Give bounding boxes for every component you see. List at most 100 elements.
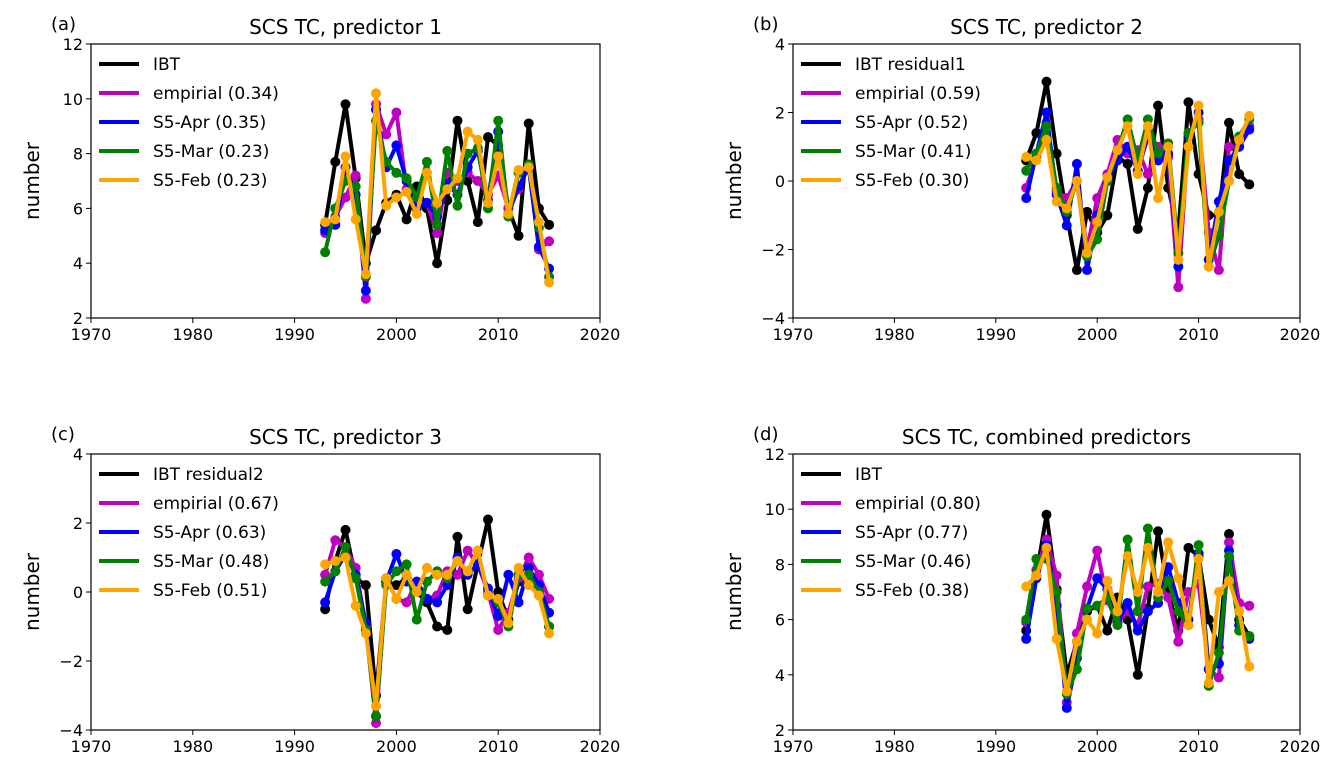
data-point [350, 170, 361, 181]
data-point [503, 208, 514, 219]
data-point [1051, 633, 1062, 644]
data-point [1021, 165, 1032, 176]
data-point [1112, 620, 1123, 631]
x-tick-label: 1980 [172, 737, 213, 756]
chart-title: SCS TC, combined predictors [902, 425, 1191, 449]
y-tick-label: 4 [73, 254, 83, 273]
data-point [1244, 600, 1255, 611]
data-point [1193, 540, 1204, 551]
data-point [391, 566, 402, 577]
y-axis-label: number [722, 141, 746, 220]
data-point [1112, 145, 1123, 156]
data-point [544, 219, 555, 230]
data-point [1224, 141, 1235, 152]
data-point [1031, 553, 1042, 564]
data-point [472, 176, 483, 186]
data-point [1142, 121, 1153, 132]
plot-frame [792, 453, 1301, 731]
data-point [1244, 179, 1255, 190]
data-point [360, 293, 371, 304]
data-point [483, 590, 494, 601]
x-tick-label: 1970 [773, 325, 814, 344]
data-point [391, 192, 402, 203]
data-point [330, 566, 341, 577]
x-tick-label: 2000 [1077, 737, 1118, 756]
y-axis-label: number [20, 552, 44, 631]
data-point [1092, 628, 1103, 639]
data-point [1082, 581, 1093, 592]
x-tick-label: 2010 [1178, 737, 1219, 756]
data-point [462, 126, 473, 137]
data-point [371, 718, 382, 729]
data-point [442, 580, 453, 591]
y-tick-label: 2 [73, 514, 83, 533]
y-tick-label: −4 [761, 309, 785, 328]
legend-label: S5-Mar (0.46) [855, 552, 971, 572]
legend-label: empirial (0.80) [855, 494, 981, 514]
data-point [1234, 169, 1245, 180]
data-point [371, 700, 382, 711]
x-tick-label: 1990 [975, 737, 1016, 756]
data-point [1051, 196, 1062, 207]
data-point [432, 597, 443, 608]
x-tick-label: 1970 [71, 737, 112, 756]
data-point [401, 186, 412, 197]
y-axis-label: number [722, 552, 746, 631]
data-point [533, 590, 544, 601]
data-point [1041, 509, 1052, 520]
legend-label: S5-Mar (0.48) [153, 552, 269, 572]
data-point [1183, 141, 1194, 152]
y-tick-label: −4 [59, 721, 83, 740]
data-point [1142, 606, 1153, 617]
data-point [1193, 100, 1204, 111]
data-point [1142, 542, 1153, 553]
y-axis-label: number [20, 141, 44, 220]
legend-label: IBT residual1 [855, 55, 966, 75]
panel-label: (b) [753, 14, 778, 35]
x-tick-label: 1970 [773, 737, 814, 756]
data-point [513, 165, 524, 176]
data-point [452, 200, 463, 211]
data-point [421, 197, 432, 208]
data-point [432, 219, 443, 230]
data-point [523, 118, 534, 129]
x-tick-label: 1990 [975, 325, 1016, 344]
data-point [493, 593, 504, 604]
data-point [472, 545, 483, 556]
data-point [350, 600, 361, 611]
data-point [1153, 148, 1164, 159]
data-point [1153, 155, 1164, 166]
data-point [371, 225, 382, 236]
data-point [411, 208, 422, 219]
data-point [452, 531, 463, 542]
data-point [513, 562, 524, 573]
legend-label: S5-Feb (0.30) [855, 171, 969, 191]
data-point [340, 99, 351, 110]
plot-frame [90, 453, 601, 731]
data-point [1092, 573, 1103, 584]
data-point [1112, 606, 1123, 617]
data-point [1163, 141, 1174, 152]
data-point [1213, 647, 1224, 658]
data-point [1153, 526, 1164, 537]
data-point [360, 269, 371, 280]
chart-title: SCS TC, predictor 3 [249, 425, 442, 449]
plot-frame [90, 43, 601, 319]
data-point [483, 514, 494, 525]
y-tick-label: 2 [775, 721, 785, 740]
data-point [330, 535, 341, 546]
panel-label: (c) [51, 424, 75, 445]
data-point [1041, 134, 1052, 145]
x-tick-label: 2000 [1077, 325, 1118, 344]
data-point [1102, 172, 1113, 183]
data-point [1153, 100, 1164, 111]
data-point [432, 621, 443, 632]
data-point [350, 214, 361, 225]
data-point [360, 580, 371, 591]
data-point [533, 217, 544, 228]
y-tick-label: −2 [59, 652, 83, 671]
data-point [1234, 134, 1245, 145]
data-point [452, 555, 463, 566]
data-point [493, 115, 504, 126]
data-point [320, 217, 331, 228]
